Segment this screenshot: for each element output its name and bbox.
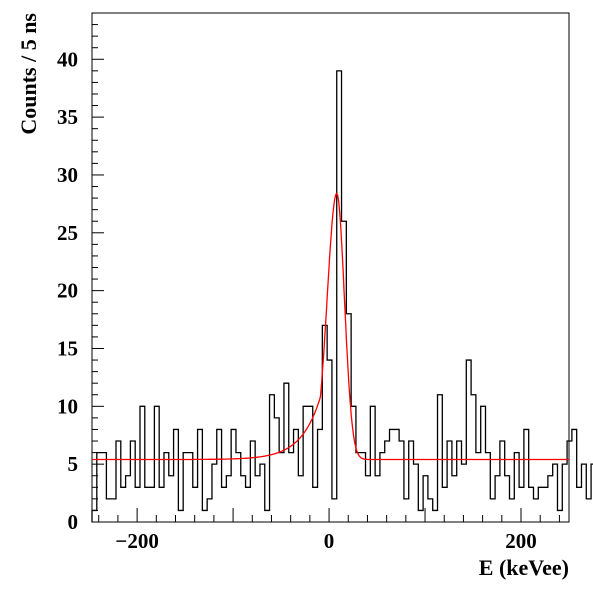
y-tick-label: 0 — [68, 510, 79, 534]
x-tick-label: −200 — [115, 529, 158, 553]
fit-curve-series — [92, 192, 569, 461]
y-tick-label: 30 — [57, 163, 78, 187]
y-tick-label: 15 — [57, 336, 78, 360]
x-axis-ticks: −200 0 200 — [98, 508, 560, 553]
y-axis-ticks: 0 5 10 15 20 25 30 35 40 — [57, 24, 104, 534]
y-tick-label: 35 — [57, 105, 78, 129]
y-tick-label: 40 — [57, 47, 78, 71]
y-tick-label: 10 — [57, 394, 78, 418]
histogram-series — [91, 70, 593, 522]
x-tick-label: 200 — [505, 529, 537, 553]
y-axis-title: Counts / 5 ns — [16, 13, 41, 135]
y-tick-label: 5 — [68, 452, 79, 476]
plot-frame — [91, 12, 570, 523]
y-tick-label: 20 — [57, 279, 78, 303]
x-tick-label: 0 — [324, 529, 335, 553]
x-axis-title: E (keVee) — [479, 555, 569, 580]
y-tick-label: 25 — [57, 221, 78, 245]
